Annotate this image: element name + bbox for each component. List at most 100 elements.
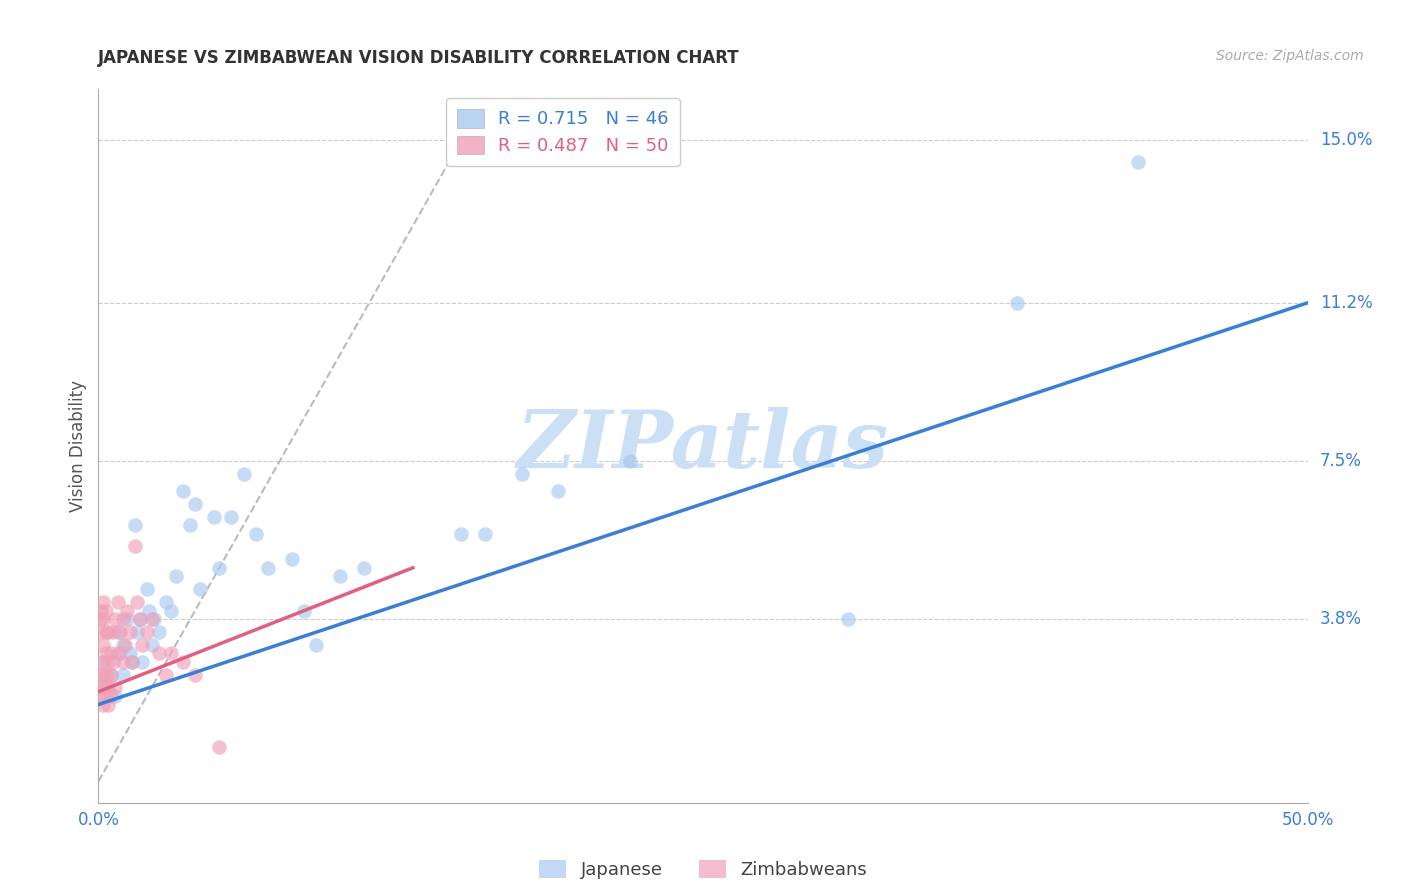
Point — [94, 646, 117, 660]
Point — [135, 624, 157, 639]
Point — [124, 518, 146, 533]
Point — [837, 612, 859, 626]
Point — [305, 638, 328, 652]
Point — [619, 454, 641, 468]
Point — [108, 624, 131, 639]
Point — [118, 624, 141, 639]
Point — [124, 540, 146, 554]
Point — [141, 638, 163, 652]
Point — [91, 595, 114, 609]
Point — [108, 646, 131, 660]
Point — [172, 655, 194, 669]
Point — [1007, 296, 1029, 310]
Point — [155, 595, 177, 609]
Point — [91, 638, 114, 652]
Point — [184, 667, 207, 681]
Point — [127, 595, 149, 609]
Legend: Japanese, Zimbabweans: Japanese, Zimbabweans — [531, 853, 875, 887]
Point — [128, 612, 150, 626]
Text: JAPANESE VS ZIMBABWEAN VISION DISABILITY CORRELATION CHART: JAPANESE VS ZIMBABWEAN VISION DISABILITY… — [98, 49, 740, 67]
Point — [104, 689, 127, 703]
Point — [94, 603, 117, 617]
Text: 15.0%: 15.0% — [1320, 131, 1372, 150]
Point — [90, 612, 112, 626]
Point — [97, 698, 120, 712]
Point — [101, 624, 124, 639]
Point — [90, 603, 112, 617]
Point — [256, 561, 278, 575]
Point — [91, 655, 114, 669]
Point — [208, 740, 231, 755]
Point — [94, 689, 117, 703]
Point — [90, 624, 112, 639]
Point — [97, 681, 120, 695]
Point — [117, 612, 139, 626]
Point — [281, 552, 304, 566]
Point — [90, 689, 112, 703]
Point — [107, 646, 129, 660]
Point — [117, 603, 139, 617]
Point — [148, 646, 170, 660]
Point — [165, 569, 187, 583]
Point — [121, 655, 143, 669]
Point — [127, 624, 149, 639]
Point — [101, 655, 124, 669]
Point — [1128, 154, 1150, 169]
Point — [90, 667, 112, 681]
Point — [107, 624, 129, 639]
Point — [188, 582, 211, 596]
Point — [179, 518, 201, 533]
Point — [97, 624, 120, 639]
Point — [94, 667, 117, 681]
Text: 7.5%: 7.5% — [1320, 452, 1361, 470]
Text: 11.2%: 11.2% — [1320, 293, 1372, 312]
Point — [90, 681, 112, 695]
Point — [232, 467, 254, 481]
Point — [111, 638, 134, 652]
Text: Source: ZipAtlas.com: Source: ZipAtlas.com — [1216, 49, 1364, 63]
Text: ZIPatlas: ZIPatlas — [517, 408, 889, 484]
Point — [148, 624, 170, 639]
Point — [221, 509, 243, 524]
Point — [91, 612, 114, 626]
Point — [160, 603, 183, 617]
Point — [91, 681, 114, 695]
Point — [97, 655, 120, 669]
Point — [118, 646, 141, 660]
Point — [94, 681, 117, 695]
Point — [100, 667, 122, 681]
Point — [91, 698, 114, 712]
Point — [94, 624, 117, 639]
Point — [329, 569, 352, 583]
Point — [141, 612, 163, 626]
Point — [245, 526, 267, 541]
Point — [474, 526, 496, 541]
Text: 3.8%: 3.8% — [1320, 610, 1361, 628]
Point — [104, 612, 127, 626]
Point — [450, 526, 472, 541]
Point — [107, 595, 129, 609]
Point — [121, 655, 143, 669]
Point — [160, 646, 183, 660]
Point — [100, 667, 122, 681]
Point — [184, 497, 207, 511]
Point — [114, 638, 136, 652]
Point — [204, 509, 226, 524]
Point — [128, 612, 150, 626]
Point — [111, 655, 134, 669]
Point — [292, 603, 315, 617]
Point — [510, 467, 533, 481]
Point — [135, 582, 157, 596]
Point — [143, 612, 166, 626]
Point — [91, 655, 114, 669]
Point — [100, 689, 122, 703]
Point — [100, 646, 122, 660]
Point — [172, 483, 194, 498]
Point — [111, 612, 134, 626]
Y-axis label: Vision Disability: Vision Disability — [69, 380, 87, 512]
Point — [91, 667, 114, 681]
Point — [131, 638, 153, 652]
Point — [131, 655, 153, 669]
Point — [353, 561, 375, 575]
Point — [104, 681, 127, 695]
